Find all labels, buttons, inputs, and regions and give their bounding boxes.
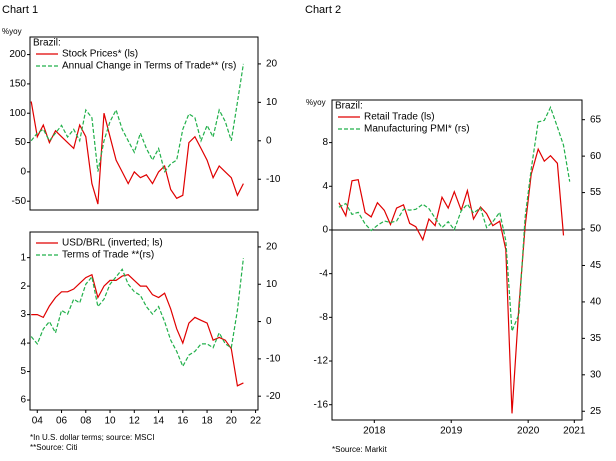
y2-tick-label: 10 [266,279,278,290]
x-tick-label: 08 [80,416,92,427]
series-line [31,273,244,387]
legend-label: Manufacturing PMI* (rs) [364,124,470,135]
y-tick-label: 50 [15,137,27,148]
legend-title: Brazil: [335,101,363,112]
y-tick-label: 2 [20,281,26,292]
x-tick-label: 04 [32,416,44,427]
y-tick-label: -16 [314,399,329,410]
y-tick-label: -50 [12,196,27,207]
y-tick-label: 3 [20,309,26,320]
y2-tick-label: 0 [266,316,272,327]
y-tick-label: 4 [322,181,328,192]
y2-tick-label: 20 [266,242,278,253]
y-tick-label: 200 [9,49,26,60]
y2-tick-label: 25 [590,406,602,417]
x-tick-label: 14 [153,416,165,427]
y-tick-label: 0 [20,167,26,178]
y-tick-label: 100 [9,108,26,119]
y2-tick-label: 60 [590,151,602,162]
series-line [30,101,244,205]
y2-tick-label: 10 [266,97,278,108]
y-axis-label: %yoy [306,98,326,107]
x-tick-label: 06 [56,416,68,427]
series-line [30,63,244,173]
y2-tick-label: -20 [266,391,281,402]
legend-title: Brazil: [33,38,61,49]
footnote: *Source: Markit [332,445,387,454]
x-tick-label: 2020 [517,426,540,437]
series-line [338,105,571,332]
y-tick-label: 5 [20,366,26,377]
legend-label: Terms of Trade **(rs) [62,250,154,261]
y2-tick-label: 0 [266,135,272,146]
y-tick-label: 8 [322,137,328,148]
y2-tick-label: -10 [266,354,281,365]
y2-tick-label: -10 [266,174,281,185]
plot-frame [29,36,259,211]
y2-tick-label: 50 [590,224,602,235]
x-tick-label: 20 [226,416,238,427]
x-tick-label: 10 [104,416,116,427]
y-axis-label: %yoy [2,27,22,36]
y-tick-label: 1 [20,252,26,263]
x-tick-label: 18 [202,416,214,427]
y-tick-label: 4 [20,338,26,349]
y-tick-label: 0 [322,225,328,236]
y2-tick-label: 40 [590,297,602,308]
figure-label: Chart 2 [305,4,341,16]
legend-label: Annual Change in Terms of Trade** (rs) [62,61,236,72]
x-tick-label: 2019 [440,426,463,437]
footnote: *In U.S. dollar terms; source: MSCI [30,433,154,442]
series-line [30,258,244,368]
legend-label: USD/BRL (inverted; ls) [62,238,163,249]
footnote: **Source: Citi [30,443,78,452]
y2-tick-label: 30 [590,369,602,380]
plot-frame [29,231,259,411]
x-tick-label: 12 [129,416,141,427]
y2-tick-label: 55 [590,187,602,198]
x-tick-label: 2021 [563,426,586,437]
legend-label: Retail Trade (ls) [364,112,435,123]
y2-tick-label: 65 [590,114,602,125]
y-tick-label: 6 [20,395,26,406]
y-tick-label: -8 [319,312,328,323]
series-line [338,147,565,414]
legend-label: Stock Prices* (ls) [62,49,138,60]
y-tick-label: 150 [9,79,26,90]
y2-tick-label: 35 [590,333,602,344]
y-tick-label: -4 [319,268,328,279]
x-tick-label: 16 [177,416,189,427]
x-tick-label: 22 [250,416,262,427]
y2-tick-label: 20 [266,59,278,70]
plot-frame [331,99,583,421]
figure-label: Chart 1 [2,4,38,16]
x-tick-label: 2018 [363,426,386,437]
y2-tick-label: 45 [590,260,602,271]
y-tick-label: -12 [314,356,329,367]
